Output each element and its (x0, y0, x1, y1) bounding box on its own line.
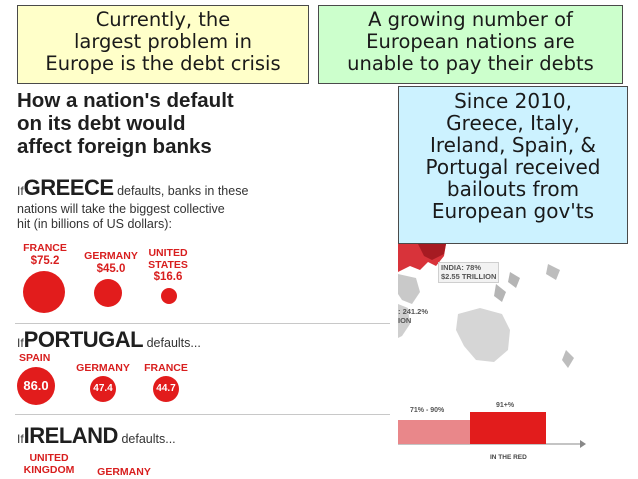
map-region-gray (398, 304, 410, 338)
bank-name: GERMANY (84, 250, 138, 262)
intro-text: nations will take the biggest collective (17, 201, 225, 216)
bracket-label-91-plus: 91+% (496, 402, 515, 409)
heading-line: How a nation's default (17, 89, 234, 112)
bank-value: $75.2 (30, 254, 60, 267)
country-name-ireland: IRELAND (23, 423, 119, 448)
callout-line: Europe is the debt crisis (45, 51, 281, 75)
legend-bar-71-90 (398, 420, 470, 444)
bank-name: UNITED STATES (148, 247, 188, 271)
bank-label-germany: GERMANY (97, 466, 151, 478)
if-word: If (17, 184, 24, 198)
bank-label-spain: SPAIN (19, 352, 51, 364)
bank-label-france: FRANCE $75.2 (19, 242, 71, 267)
bank-value: $16.6 (153, 271, 183, 284)
callout-bailouts: Since 2010, Greece, Italy, Ireland, Spai… (398, 86, 628, 244)
map-region-australia (456, 308, 510, 362)
map-region-gray (494, 284, 506, 302)
partial-label-line: ION (398, 315, 412, 325)
callout-debt-crisis: Currently, the largest problem in Europe… (17, 5, 309, 84)
partial-country-label: : 241.2% ION (398, 307, 429, 325)
ireland-intro: IfIRELAND defaults... (17, 422, 277, 450)
scale-arrow (580, 440, 586, 448)
bubble-germany: 47.4 (90, 376, 116, 402)
legend-bar-91-plus (470, 412, 546, 444)
intro-text: defaults, banks in these (117, 184, 249, 198)
map-panel: INDIA: 78% $2.55 TRILLION : 241.2% ION 7… (398, 244, 588, 479)
bank-label-united-states: UNITED STATES $16.6 (145, 247, 191, 284)
bracket-label-71-90: 71% - 90% (410, 407, 445, 414)
map-region-gray (562, 350, 574, 368)
country-name-greece: GREECE (23, 175, 114, 200)
callout-line: largest problem in (73, 29, 253, 53)
callout-line: Greece, Italy, (446, 111, 580, 135)
bank-label-germany: GERMANY (76, 362, 130, 374)
callout-line: bailouts from (446, 177, 580, 201)
bubble-united-states (161, 288, 177, 304)
infographic-heading: How a nation's default on its debt would… (17, 89, 317, 159)
callout-line: Ireland, Spain, & (429, 133, 597, 157)
map-region-gray (546, 264, 560, 280)
in-the-red-label: IN THE RED (490, 454, 527, 461)
infographic-panel: How a nation's default on its debt would… (5, 84, 398, 479)
bank-label-germany: GERMANY $45.0 (79, 250, 143, 275)
partial-label-line: : 241.2% (398, 307, 429, 316)
india-label-line: INDIA: 78% (441, 263, 482, 272)
intro-text: defaults... (121, 432, 176, 446)
if-word: If (17, 336, 24, 350)
callout-line: Since 2010, (454, 89, 572, 113)
bubble-germany (94, 279, 122, 307)
callout-line: Currently, the (95, 8, 231, 31)
bank-value: $45.0 (96, 262, 126, 275)
callout-unable-to-pay: A growing number of European nations are… (318, 5, 623, 84)
map-region-dark-red (418, 244, 446, 260)
callout-line: A growing number of (368, 8, 573, 31)
portugal-intro: IfPORTUGAL defaults... (17, 326, 277, 354)
intro-text: hit (in billions of US dollars): (17, 217, 172, 232)
greece-intro: IfGREECE defaults, banks in these nation… (17, 174, 277, 233)
heading-line: on its debt would (17, 111, 186, 135)
section-divider (15, 414, 390, 415)
map-region-gray (398, 274, 420, 304)
callout-line: European nations are (366, 29, 575, 53)
section-divider (15, 323, 390, 324)
bank-label-france: FRANCE (144, 362, 188, 374)
intro-text: defaults... (146, 336, 201, 350)
bank-name: FRANCE (23, 242, 67, 254)
if-word: If (17, 432, 24, 446)
india-label-line: $2.55 TRILLION (441, 271, 497, 281)
bubble-france (23, 271, 65, 313)
callout-line: European gov'ts (431, 199, 595, 223)
bank-label-united-kingdom: UNITED KINGDOM (23, 452, 75, 476)
bubble-spain: 86.0 (17, 367, 55, 405)
bubble-france: 44.7 (153, 376, 179, 402)
heading-line: affect foreign banks (17, 134, 212, 158)
country-name-portugal: PORTUGAL (23, 327, 144, 352)
india-label: INDIA: 78% $2.55 TRILLION (438, 262, 500, 284)
callout-line: Portugal received (425, 155, 601, 179)
map-region-gray (508, 272, 520, 288)
callout-line: unable to pay their debts (347, 51, 594, 75)
